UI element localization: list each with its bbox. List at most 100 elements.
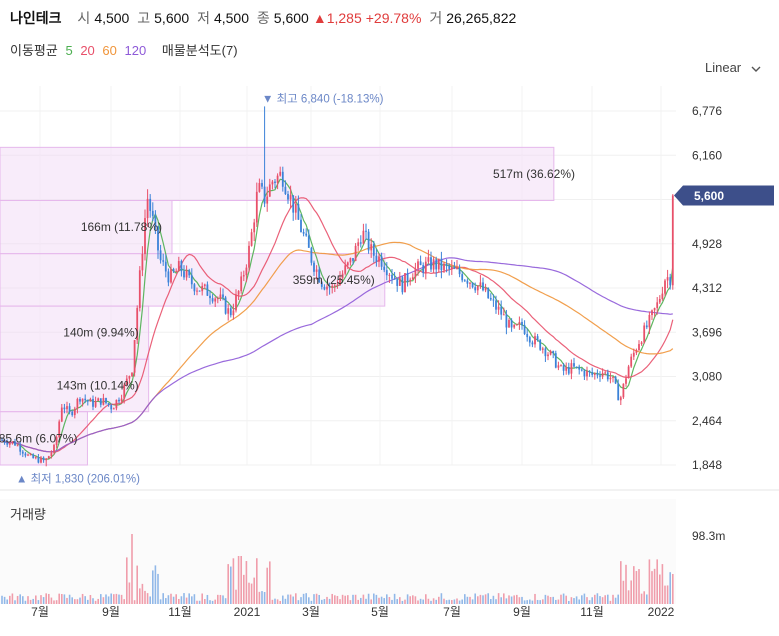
- volume-bar: [230, 566, 232, 604]
- volume-bar: [266, 567, 268, 604]
- candle-body: [154, 215, 157, 227]
- volume-bar: [172, 596, 175, 604]
- candle-body: [289, 195, 292, 200]
- high-label: 고: [137, 10, 151, 26]
- volume-profile-label: 140m (9.94%): [63, 326, 138, 340]
- stock-name: 나인테크: [10, 10, 62, 26]
- volume-bar: [76, 599, 79, 604]
- candle-body: [34, 457, 37, 459]
- volume-bar: [92, 598, 94, 604]
- candle-body: [588, 370, 591, 373]
- volume-bar: [588, 600, 591, 604]
- candle-body: [261, 183, 263, 187]
- volume-bar: [154, 565, 157, 604]
- candle-body: [27, 454, 29, 456]
- volume-bar: [162, 593, 164, 604]
- close-label: 종: [256, 10, 270, 26]
- candle-body: [354, 245, 357, 261]
- candle-body: [323, 286, 326, 290]
- volume-bar: [100, 594, 102, 604]
- candle-body: [648, 315, 651, 328]
- volume-bar: [396, 599, 398, 604]
- volume-bar: [180, 596, 183, 604]
- volume-bar: [97, 598, 99, 604]
- volume-bar: [313, 594, 315, 604]
- candle-body: [16, 445, 19, 447]
- volume-bar: [45, 593, 47, 604]
- ma-60-label[interactable]: 60: [102, 43, 117, 58]
- volume-bar: [565, 595, 567, 604]
- volume-bar: [557, 599, 560, 604]
- price-tick-label: 2,464: [692, 414, 722, 428]
- candle-body: [471, 282, 474, 288]
- volume-bar: [193, 594, 196, 604]
- volume-bar: [562, 593, 565, 604]
- volume-profile-label[interactable]: 매물분석도(7): [161, 43, 238, 58]
- current-price-label: 5,600: [694, 189, 724, 203]
- volume-bar: [625, 564, 627, 604]
- volume-bar: [503, 593, 505, 604]
- volume-bar: [87, 599, 89, 604]
- candle-body: [214, 298, 217, 302]
- change-value: 1,285: [326, 10, 362, 26]
- volume-bar: [510, 596, 513, 604]
- ma-title[interactable]: 이동평균: [10, 43, 58, 58]
- volume-bar: [263, 591, 266, 604]
- candle-body: [388, 274, 391, 276]
- candle-body: [601, 372, 604, 377]
- candle-body: [560, 365, 562, 367]
- volume-bar: [536, 599, 539, 604]
- volume-bar: [492, 595, 495, 604]
- close-value: 5,600: [273, 10, 309, 26]
- candle-body: [638, 344, 640, 351]
- volume-bar: [133, 600, 136, 604]
- candle-body: [583, 370, 586, 377]
- volume-profile-label: 85.6m (6.07%): [0, 431, 77, 445]
- volume-bar: [648, 559, 651, 604]
- volume-bar: [568, 600, 570, 604]
- volume-bar: [386, 594, 388, 604]
- candle-body: [445, 263, 448, 266]
- volume-bar: [68, 594, 71, 604]
- volume-bar: [412, 595, 414, 604]
- candle-body: [81, 398, 84, 402]
- volume-bar: [204, 599, 206, 604]
- date-tick-label: 3월: [302, 605, 320, 619]
- volume-bar: [315, 593, 318, 604]
- candle-body: [443, 263, 445, 271]
- ma-20-label[interactable]: 20: [80, 43, 95, 58]
- stock-chart[interactable]: 6,7766,1605,5444,9284,3123,6963,0802,464…: [0, 86, 779, 636]
- candle-body: [396, 278, 399, 286]
- volume-bar: [269, 561, 271, 604]
- candle-body: [84, 398, 87, 401]
- price-tick-label: 6,160: [692, 148, 722, 162]
- ma-120-label[interactable]: 120: [124, 43, 147, 58]
- volume-bar: [71, 597, 73, 604]
- volume-bar: [594, 594, 596, 604]
- volume-bar: [435, 599, 437, 604]
- candle-body: [162, 260, 165, 262]
- candle-body: [271, 181, 274, 185]
- ma-5-label[interactable]: 5: [65, 43, 73, 58]
- volume-bar: [55, 600, 58, 604]
- volume-bar: [341, 594, 344, 604]
- scale-dropdown[interactable]: Linear: [705, 60, 761, 75]
- change-arrow-icon: ▲: [312, 10, 327, 26]
- candle-body: [32, 454, 35, 459]
- volume-bar: [575, 596, 578, 604]
- volume-bar: [191, 596, 193, 604]
- volume-bar: [370, 599, 372, 604]
- candle-body: [211, 298, 214, 302]
- candle-body: [305, 233, 308, 236]
- candle-body: [71, 411, 74, 416]
- candle-body: [539, 339, 542, 350]
- volume-bar: [534, 593, 536, 604]
- candle-body: [669, 277, 672, 286]
- candle-body: [125, 378, 128, 385]
- date-tick-label: 2021: [234, 605, 261, 619]
- volume-bar: [1, 595, 3, 604]
- volume-bar: [292, 596, 294, 604]
- candle-body: [292, 195, 295, 213]
- volume-bar: [339, 599, 341, 604]
- candle-body: [349, 258, 352, 263]
